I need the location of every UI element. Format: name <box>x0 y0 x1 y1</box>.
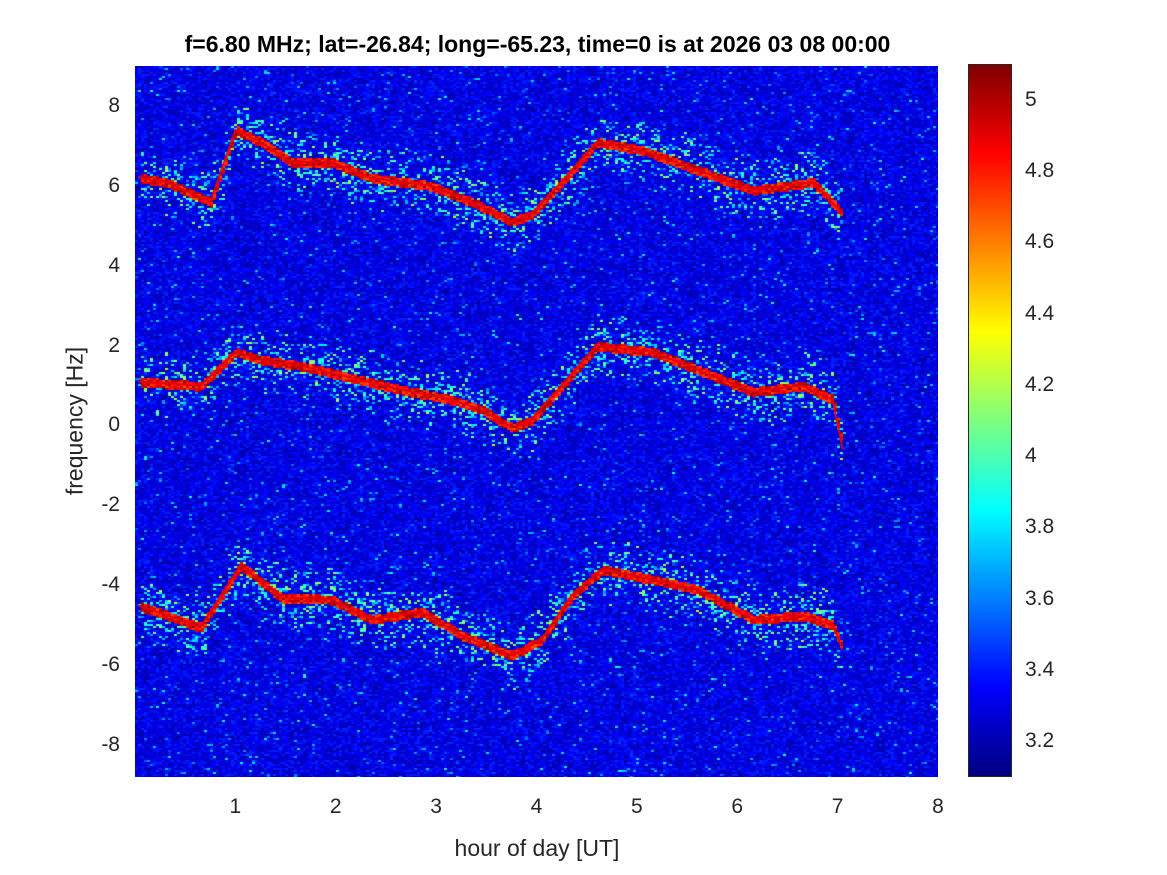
colorbar-tick-label: 4 <box>1025 444 1037 468</box>
colorbar-tick-label: 3.2 <box>1025 729 1055 753</box>
y-tick-label: -2 <box>101 493 120 517</box>
colorbar-tick-label: 3.8 <box>1025 515 1055 539</box>
x-tick-label: 7 <box>831 795 844 818</box>
colorbar-tick-label: 4.8 <box>1025 158 1055 182</box>
colorbar-tick-label: 3.6 <box>1025 586 1055 610</box>
y-tick-label: -6 <box>101 653 120 677</box>
y-tick-label: 2 <box>108 333 120 357</box>
y-tick-label: -4 <box>101 573 120 597</box>
colorbar-tick-label: 4.2 <box>1025 372 1055 396</box>
chart-title: f=6.80 MHz; lat=-26.84; long=-65.23, tim… <box>184 31 891 57</box>
spectrogram-heatmap <box>135 66 938 777</box>
x-tick-label: 3 <box>430 795 442 818</box>
y-tick-label: 0 <box>108 413 120 437</box>
colorbar-tick-label: 4.4 <box>1025 301 1055 325</box>
x-tick-label: 5 <box>631 795 643 818</box>
lower-doppler-trace <box>137 563 844 657</box>
x-tick-label: 2 <box>329 795 342 818</box>
spectrogram-plot-area <box>135 66 938 777</box>
x-tick-label: 6 <box>731 795 744 818</box>
upper-doppler-trace <box>137 128 844 223</box>
x-tick-label: 1 <box>229 795 242 818</box>
colorbar-tick-label: 5 <box>1025 87 1037 111</box>
y-tick-label: 6 <box>108 173 120 197</box>
x-tick-label: 8 <box>932 795 944 818</box>
y-tick-label: 4 <box>108 253 120 277</box>
middle-doppler-trace <box>137 344 844 450</box>
colorbar <box>968 64 1012 777</box>
x-axis-label: hour of day [UT] <box>454 835 620 861</box>
colorbar-tick-label: 4.6 <box>1025 230 1055 254</box>
colorbar-tick-label: 3.4 <box>1025 658 1055 682</box>
y-tick-label: -8 <box>101 733 120 757</box>
y-axis-label: frequency [Hz] <box>61 346 88 496</box>
trace-overlay <box>137 128 844 657</box>
x-tick-label: 4 <box>530 795 543 818</box>
y-tick-label: 8 <box>108 93 120 117</box>
